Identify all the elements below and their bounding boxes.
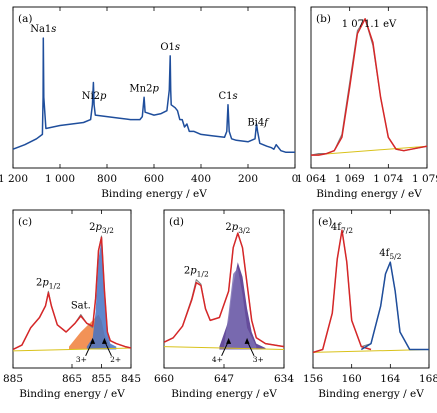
arrow-head (244, 337, 250, 344)
peak-annotation: Ni2p (82, 91, 107, 102)
arrow-head (101, 337, 107, 344)
x-tick-label: 845 (121, 373, 141, 385)
panel-label: (a) (18, 13, 32, 25)
panel-label: (d) (169, 216, 184, 228)
component-peak-mn4- (224, 268, 257, 350)
x-tick-label: 156 (303, 373, 323, 385)
peak-annotation: C1s (218, 91, 237, 102)
fit-line (13, 236, 131, 351)
fit-line (311, 18, 427, 156)
fit-line (164, 232, 284, 348)
x-tick-label: 634 (274, 373, 294, 385)
x-tick-label: 168 (419, 373, 437, 385)
x-tick-label: 400 (191, 173, 211, 185)
raw-line (311, 18, 427, 156)
x-tick-label: 200 (238, 173, 258, 185)
series-group (13, 37, 295, 153)
peak-annotation: O1s (160, 42, 180, 53)
x-tick-label: 660 (154, 373, 174, 385)
peak-annotation: 2p3/2 (225, 222, 250, 235)
arrow-head (90, 337, 96, 344)
peak-annotation: Mn2p (129, 83, 159, 94)
background-line (13, 347, 131, 352)
x-tick-label: 885 (3, 373, 23, 385)
background-line (164, 346, 284, 350)
x-tick-label: 1 064 (296, 173, 326, 185)
raw-line (13, 235, 131, 350)
peak-annotation: 4f5/2 (379, 248, 401, 261)
peak-annotation: 2p1/2 (184, 266, 209, 279)
x-axis-label: Binding energy / eV (171, 388, 277, 400)
x-tick-label: 160 (342, 373, 362, 385)
peak-energy-label: 1 071.1 eV (342, 19, 397, 30)
peak-annotation: 2p1/2 (36, 277, 61, 290)
x-tick-label: 1 079 (412, 173, 437, 185)
x-tick-label: 1 074 (373, 173, 403, 185)
peak-annotation: 2p3/2 (89, 222, 114, 235)
x-tick-label: 647 (214, 373, 234, 385)
panel-b: (b) 1 064 1 069 1 074 1 079 Binding energy / … (296, 6, 437, 200)
peak-annotation: Na1s (30, 24, 56, 35)
raw-line (164, 232, 284, 348)
panel-e: (e) 156 160 164 168 Binding energy / eV 4f7/2 4… (303, 209, 437, 400)
fit-line (313, 229, 372, 354)
series-group (311, 18, 427, 156)
spectrum-line (13, 37, 295, 153)
series-group (313, 229, 429, 354)
species-label: 2+ (110, 355, 121, 364)
x-tick-label: 865 (62, 373, 82, 385)
x-axis-label: Binding energy / eV (316, 188, 422, 200)
x-tick-label: 855 (91, 373, 111, 385)
peak-annotation: Sat. (71, 301, 91, 312)
background-line (311, 145, 427, 156)
component-peak-ni2- (86, 239, 117, 350)
series-group (13, 235, 131, 352)
panel-a: (a) 1 200 1 000 800 600 400 200 0 Binding energy… (0, 6, 299, 200)
x-tick-label: 0 (292, 173, 299, 185)
arrow-head (226, 337, 232, 344)
plot-frame (312, 209, 430, 369)
x-tick-label: 600 (144, 173, 164, 185)
x-axis-label: Binding energy / eV (318, 388, 424, 400)
panel-label: (c) (18, 216, 32, 228)
peak-annotation: 4f7/2 (331, 222, 353, 235)
series-group (164, 232, 284, 350)
species-label: 3+ (253, 355, 264, 364)
fit-line (360, 261, 429, 351)
raw-line (313, 229, 429, 353)
x-tick-label: 1 069 (335, 173, 365, 185)
x-axis-label: Binding energy / eV (101, 188, 207, 200)
x-tick-label: 164 (380, 373, 400, 385)
panel-label: (e) (318, 216, 332, 228)
x-tick-label: 1 200 (0, 173, 28, 185)
panel-d: (d) 660 647 634 Binding energy / eV 2p1/2 2p3/… (154, 209, 294, 400)
x-tick-label: 1 000 (45, 173, 75, 185)
panel-label: (b) (316, 13, 331, 25)
plot-frame (310, 6, 428, 169)
panel-c: (c) 885 865 855 845 Binding energy / eV 2p1/2 S… (3, 209, 141, 400)
species-label: 4+ (212, 355, 223, 364)
x-tick-label: 800 (97, 173, 117, 185)
x-axis-label: Binding energy / eV (19, 388, 125, 400)
peak-annotation: Bi4f (247, 117, 270, 128)
species-label: 3+ (76, 355, 87, 364)
